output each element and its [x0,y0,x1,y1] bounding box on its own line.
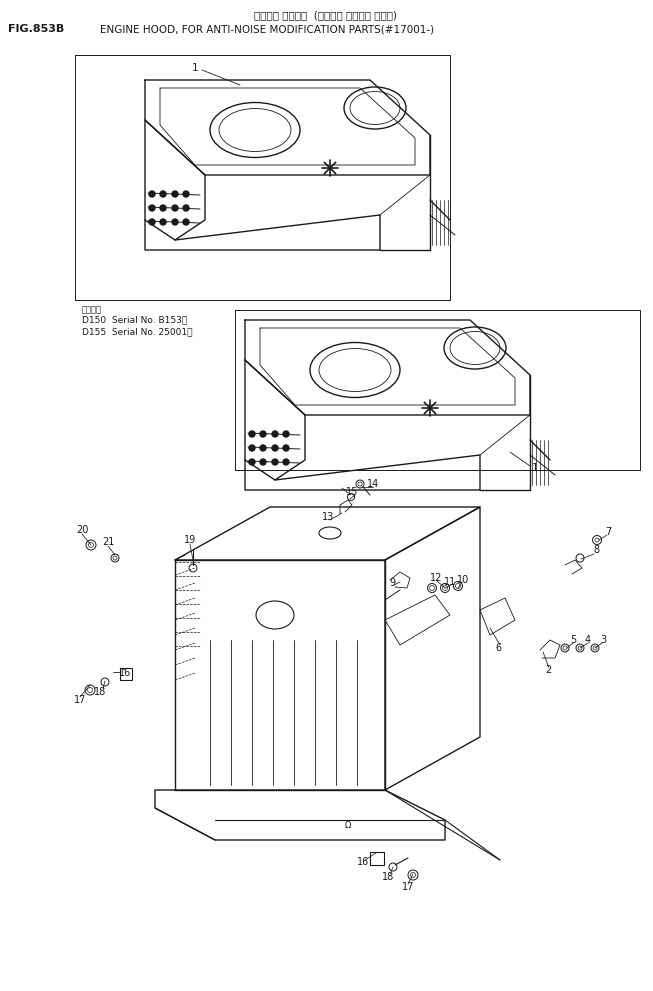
Circle shape [260,431,266,437]
Text: D155  Serial No. 25001～: D155 Serial No. 25001～ [82,327,193,337]
Text: 16: 16 [119,668,131,678]
Text: 18: 18 [94,687,106,697]
Text: 11: 11 [444,577,456,587]
Circle shape [272,445,278,451]
Circle shape [283,459,289,465]
Text: 1: 1 [532,463,538,473]
Text: 2: 2 [545,665,551,675]
Circle shape [160,205,166,211]
Text: 6: 6 [495,643,501,653]
Text: 4: 4 [585,635,591,645]
Bar [370,852,384,865]
Text: Ω: Ω [345,821,351,829]
Circle shape [149,219,155,225]
Text: 1: 1 [192,63,199,73]
Text: 17: 17 [74,695,86,705]
Circle shape [249,431,255,437]
Circle shape [283,431,289,437]
Circle shape [149,205,155,211]
Circle shape [260,459,266,465]
Circle shape [183,205,189,211]
Bar [120,668,132,680]
Circle shape [149,191,155,197]
Text: 9: 9 [389,578,395,588]
Text: ENGINE HOOD, FOR ANTI-NOISE MODIFICATION PARTS(#17001-): ENGINE HOOD, FOR ANTI-NOISE MODIFICATION… [100,24,434,34]
Circle shape [172,191,178,197]
Circle shape [249,459,255,465]
Text: 16: 16 [357,857,369,867]
Circle shape [160,219,166,225]
Text: D150  Serial No. B153～: D150 Serial No. B153～ [82,315,187,324]
Text: 18: 18 [382,872,394,882]
Text: 7: 7 [605,527,611,537]
Circle shape [260,445,266,451]
Text: 8: 8 [593,545,599,555]
Text: 12: 12 [430,573,442,583]
Text: 13: 13 [322,512,334,522]
Text: 19: 19 [184,535,196,545]
Text: FIG.853B: FIG.853B [8,24,64,34]
Text: 14: 14 [367,479,379,489]
Text: 21: 21 [102,537,114,547]
Text: 10: 10 [457,575,469,585]
Text: エンジン フード・  (ソウオン タイサク ブヒン): エンジン フード・ (ソウオン タイサク ブヒン) [255,10,398,20]
Circle shape [283,445,289,451]
Text: 5: 5 [570,635,576,645]
Text: 15: 15 [346,487,358,497]
Circle shape [272,431,278,437]
Circle shape [272,459,278,465]
Circle shape [160,191,166,197]
Circle shape [172,205,178,211]
Text: 3: 3 [600,635,606,645]
Text: 20: 20 [76,525,88,535]
Circle shape [183,191,189,197]
Circle shape [183,219,189,225]
Text: 17: 17 [402,882,414,892]
Circle shape [249,445,255,451]
Circle shape [172,219,178,225]
Text: 適用車種: 適用車種 [82,305,102,314]
